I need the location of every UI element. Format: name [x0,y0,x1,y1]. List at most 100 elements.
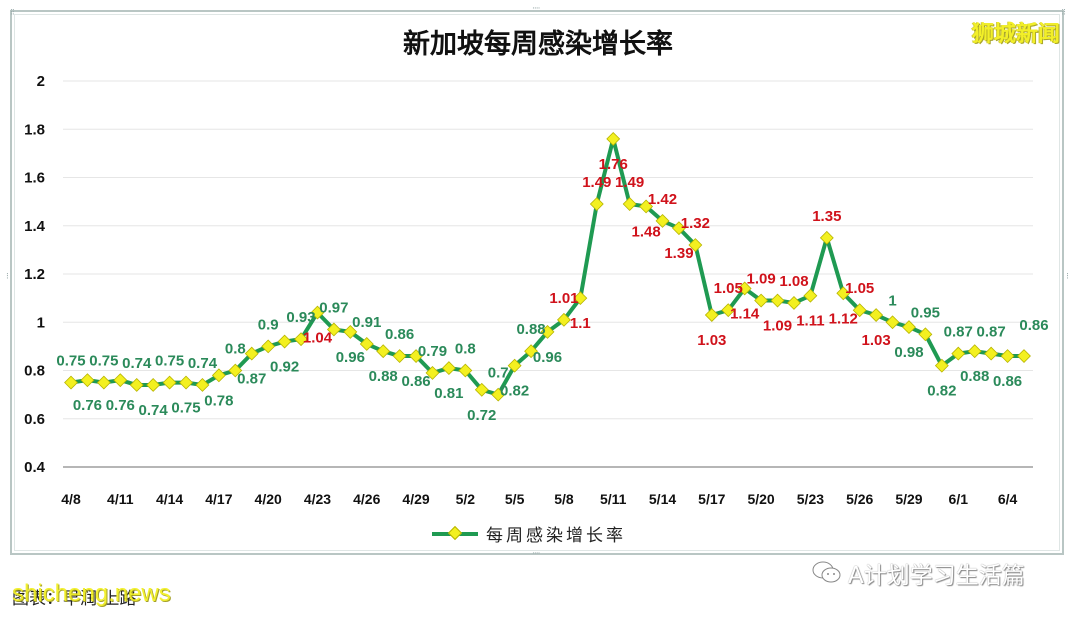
data-label: 1 [888,292,896,309]
data-point-marker [622,197,637,211]
x-tick-label: 5/14 [649,491,676,507]
resize-handle-top[interactable]: ···· [532,4,541,14]
x-tick-label: 6/4 [998,491,1018,507]
data-point-marker [359,337,374,351]
data-label: 0.96 [533,349,562,366]
data-point-marker [803,288,818,303]
y-tick-label: 1.8 [24,121,45,138]
resize-handle-left[interactable]: ⁝ [6,272,9,282]
y-tick-label: 0.8 [24,363,45,380]
data-label: 0.76 [106,397,135,414]
data-label: 0.79 [418,343,447,360]
data-point-marker [984,346,999,361]
y-tick-label: 2 [37,73,45,90]
legend-diamond-icon [447,525,463,540]
y-axis: 0.4 0.6 0.8 1 1.2 1.4 1.6 1.8 2 [24,73,46,476]
x-tick-label: 4/14 [156,491,183,507]
data-point-marker [129,378,144,392]
data-point-marker [277,334,292,349]
data-label: 0.88 [369,368,398,385]
data-point-marker [967,344,982,359]
data-point-marker [392,349,407,363]
x-tick-label: 4/17 [205,491,232,507]
data-point-marker [228,363,243,378]
data-label: 1.14 [730,305,760,322]
legend-line-icon [432,525,478,540]
y-tick-label: 0.6 [24,411,45,428]
data-label: 0.78 [204,392,233,409]
resize-handle-bottom[interactable]: ···· [532,549,541,559]
data-point-marker [704,308,719,322]
data-point-marker [869,308,884,322]
chart-frame: ⁝⁝ ···· ⁝⁝ ⁝ ⁝ ···· [6,5,1069,559]
data-label: 1.04 [303,330,333,347]
chart-frame-inner [14,14,1060,551]
data-point-marker [343,324,358,339]
data-point-marker [326,322,341,337]
data-label: 0.87 [237,371,266,388]
data-point-marker [902,320,916,335]
data-point-marker [441,361,456,376]
resize-handle-top-right[interactable]: ⁝⁝ [1061,8,1066,18]
wechat-account-name: A计划学习生活篇 [848,563,1025,589]
data-label: 1.03 [697,332,726,349]
data-point-marker [1017,349,1031,363]
data-label: 0.86 [993,373,1022,390]
data-label: 0.88 [516,321,545,338]
data-point-marker [639,199,654,214]
resize-handle-right[interactable]: ⁝ [1066,272,1069,282]
data-label: 0.91 [352,314,381,331]
y-tick-label: 1.4 [24,218,46,235]
data-label: 1.49 [582,174,611,191]
data-label: 0.74 [188,355,218,372]
data-point-marker [688,238,703,252]
data-point-marker [737,281,752,296]
data-label: 1.76 [599,156,628,173]
x-axis: 4/8 4/11 4/14 4/17 4/20 4/23 4/26 4/29 5/2 5/5 5/8… [61,491,1017,507]
data-label: 0.92 [270,359,299,376]
data-label: 0.96 [336,349,365,366]
x-tick-label: 4/23 [304,491,331,507]
data-point-marker [573,291,588,306]
data-label: 0.82 [500,383,529,400]
data-point-marker [655,213,670,228]
data-label: 1.49 [615,174,644,191]
data-label: 1.09 [747,271,776,288]
data-point-marker [244,346,259,361]
data-label: 0.76 [73,397,102,414]
data-point-marker [80,373,95,388]
chart-legend: 每周感染增长率 [432,521,626,546]
data-point-marker [589,197,604,211]
data-point-marker [1000,349,1015,363]
data-point-marker [294,332,308,347]
legend-label: 每周感染增长率 [486,526,626,546]
data-label: 1.48 [631,223,660,240]
x-tick-label: 5/5 [505,491,525,507]
x-tick-label: 4/26 [353,491,380,507]
data-point-marker [146,378,161,392]
x-tick-label: 4/20 [255,491,282,507]
data-point-marker [376,344,391,359]
data-label: 1.05 [714,280,743,297]
data-point-marker [491,387,506,402]
x-tick-label: 4/11 [107,491,134,507]
data-point-marker [754,293,769,308]
data-point-marker [409,349,423,363]
data-point-marker [721,303,736,318]
data-label: 0.75 [89,353,118,370]
x-tick-label: 5/2 [456,491,476,507]
data-point-marker [113,373,128,388]
x-tick-label: 5/11 [600,491,627,507]
data-point-marker [557,312,571,327]
x-tick-label: 5/20 [747,491,774,507]
data-label: 0.72 [467,407,496,424]
data-label: 0.7 [488,365,509,382]
data-point-marker [64,375,78,390]
data-label: 1.08 [779,273,808,290]
data-point-marker [310,305,325,320]
resize-handle-top-left[interactable]: ⁝⁝ [10,8,15,18]
data-label: 1.1 [570,315,591,332]
data-label: 0.95 [911,304,940,321]
data-point-marker [261,339,276,354]
data-label: 1.01 [549,290,578,307]
